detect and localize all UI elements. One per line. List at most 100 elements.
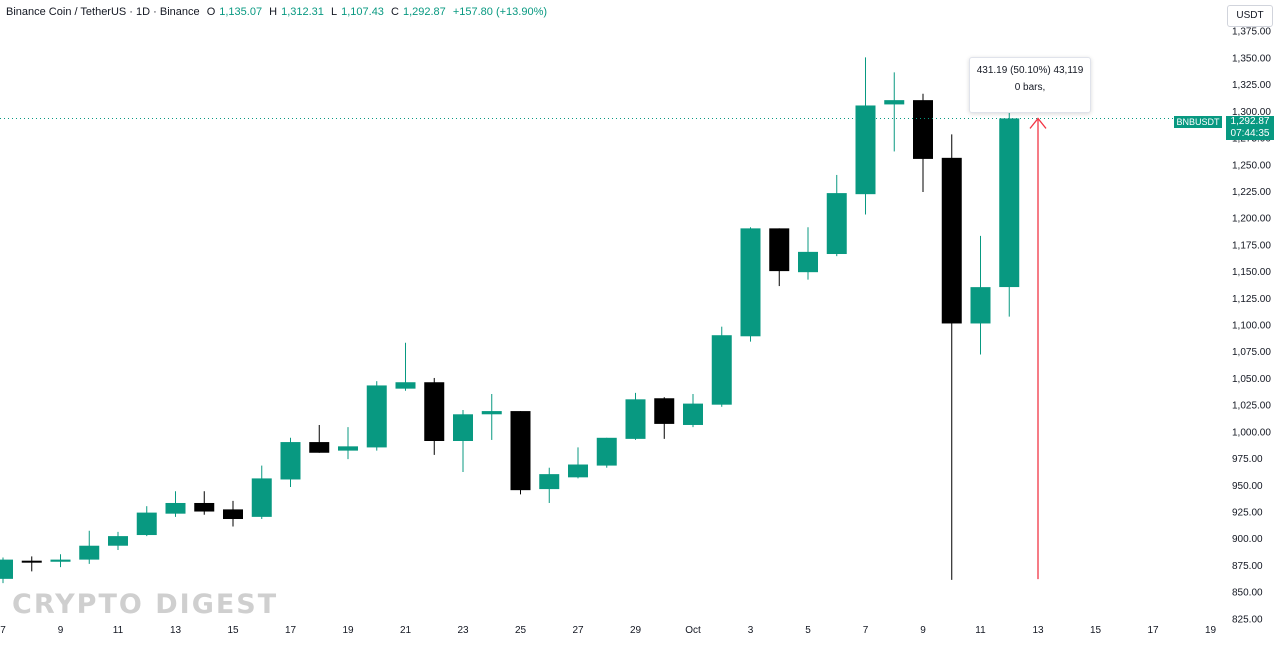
candle-body — [136, 512, 157, 536]
candles-layer — [0, 57, 1020, 584]
last-price-tag: 1,292.87 07:44:35 — [1226, 116, 1274, 140]
y-tick-label: 950.00 — [1232, 481, 1263, 492]
y-tick-label: 1,075.00 — [1232, 347, 1271, 358]
candle[interactable] — [21, 556, 42, 572]
candle-body — [338, 446, 358, 451]
measure-tooltip-line1: 431.19 (50.10%) 43,119 — [976, 65, 1084, 76]
candle[interactable] — [711, 326, 732, 407]
candle-body — [913, 100, 933, 159]
candle[interactable] — [999, 97, 1020, 317]
candle-body — [453, 414, 473, 442]
x-tick-label: 15 — [227, 625, 239, 636]
candle[interactable] — [769, 228, 790, 287]
candle-body — [769, 228, 790, 272]
candle[interactable] — [970, 235, 991, 355]
candle-body — [683, 403, 703, 425]
x-tick-label: 3 — [748, 625, 754, 636]
open-value: 1,135.07 — [219, 6, 263, 18]
candle[interactable] — [596, 437, 617, 468]
x-tick-label: 9 — [58, 625, 64, 636]
candle[interactable] — [625, 392, 646, 440]
candle[interactable] — [941, 134, 962, 580]
candle-body — [108, 536, 128, 546]
candle[interactable] — [654, 397, 675, 439]
y-tick-label: 1,025.00 — [1232, 401, 1271, 412]
x-tick-label: 19 — [1205, 625, 1217, 636]
candle-body — [309, 442, 330, 453]
x-tick-label: 9 — [920, 625, 926, 636]
candle[interactable] — [251, 465, 272, 520]
candle-body — [481, 411, 502, 415]
x-tick-label: 21 — [400, 625, 412, 636]
candle[interactable] — [165, 491, 186, 517]
candle[interactable] — [913, 93, 933, 193]
candle-body — [740, 228, 761, 337]
x-tick-label: 17 — [285, 625, 297, 636]
candle[interactable] — [194, 491, 215, 515]
candle[interactable] — [826, 174, 847, 257]
candle[interactable] — [481, 393, 502, 440]
y-tick-label: 900.00 — [1232, 534, 1263, 545]
candle-body — [711, 335, 732, 405]
candle[interactable] — [740, 227, 761, 342]
last-price-value: 1,292.87 — [1230, 116, 1270, 127]
candle[interactable] — [136, 506, 157, 537]
candle-body — [510, 411, 531, 491]
candle[interactable] — [108, 531, 128, 550]
candle-body — [826, 193, 847, 255]
candle[interactable] — [0, 557, 13, 584]
price-axis[interactable]: 1,375.001,350.001,325.001,300.001,275.00… — [1232, 27, 1271, 626]
x-tick-label: 11 — [975, 625, 986, 636]
candle-body — [50, 559, 71, 562]
candle[interactable] — [309, 424, 330, 453]
candle[interactable] — [395, 342, 416, 391]
candle[interactable] — [568, 447, 588, 479]
symbol-legend: Binance Coin / TetherUS · 1D · Binance O… — [6, 6, 551, 18]
y-tick-label: 875.00 — [1232, 561, 1263, 572]
x-tick-label: 7 — [0, 625, 6, 636]
candle-body — [424, 382, 445, 442]
y-tick-label: 825.00 — [1232, 614, 1263, 625]
y-tick-label: 975.00 — [1232, 454, 1263, 465]
time-axis[interactable]: 7 9 11 13 15 17 19 21 23 25 27 29 Oct 3 5 7 9 11 13 15 17 19 — [0, 625, 1216, 636]
x-tick-label: 23 — [457, 625, 469, 636]
candle[interactable] — [683, 393, 703, 428]
candle[interactable] — [79, 530, 100, 564]
y-tick-label: 1,300.00 — [1232, 107, 1271, 118]
candle[interactable] — [539, 467, 560, 503]
candle[interactable] — [855, 57, 876, 215]
candle[interactable] — [798, 227, 818, 280]
y-tick-label: 1,250.00 — [1232, 160, 1271, 171]
candle[interactable] — [884, 72, 905, 152]
candle[interactable] — [424, 377, 445, 455]
candle-body — [366, 385, 387, 448]
candle[interactable] — [510, 411, 531, 495]
candle[interactable] — [280, 437, 301, 487]
candle[interactable] — [50, 554, 71, 568]
candle-body — [941, 157, 962, 324]
candle[interactable] — [366, 381, 387, 451]
candle-body — [165, 502, 186, 514]
x-tick-label: 13 — [170, 625, 182, 636]
candle-body — [596, 437, 617, 466]
y-tick-label: 1,125.00 — [1232, 294, 1271, 305]
currency-button[interactable]: USDT — [1227, 5, 1273, 27]
y-tick-label: 850.00 — [1232, 588, 1263, 599]
y-tick-label: 1,200.00 — [1232, 214, 1271, 225]
candle-body — [884, 100, 905, 105]
candle[interactable] — [223, 500, 243, 527]
x-tick-label: 25 — [515, 625, 527, 636]
candle-body — [280, 442, 301, 480]
y-tick-label: 1,100.00 — [1232, 321, 1271, 332]
candle[interactable] — [338, 427, 358, 460]
close-value: 1,292.87 — [402, 6, 446, 18]
candle[interactable] — [453, 410, 473, 472]
candle-body — [855, 105, 876, 195]
low-value: 1,107.43 — [341, 6, 384, 18]
close-label: C — [391, 6, 399, 18]
x-tick-label: 15 — [1090, 625, 1102, 636]
x-tick-label: 17 — [1147, 625, 1159, 636]
symbol-price-tag: BNBUSDT — [1174, 116, 1222, 128]
